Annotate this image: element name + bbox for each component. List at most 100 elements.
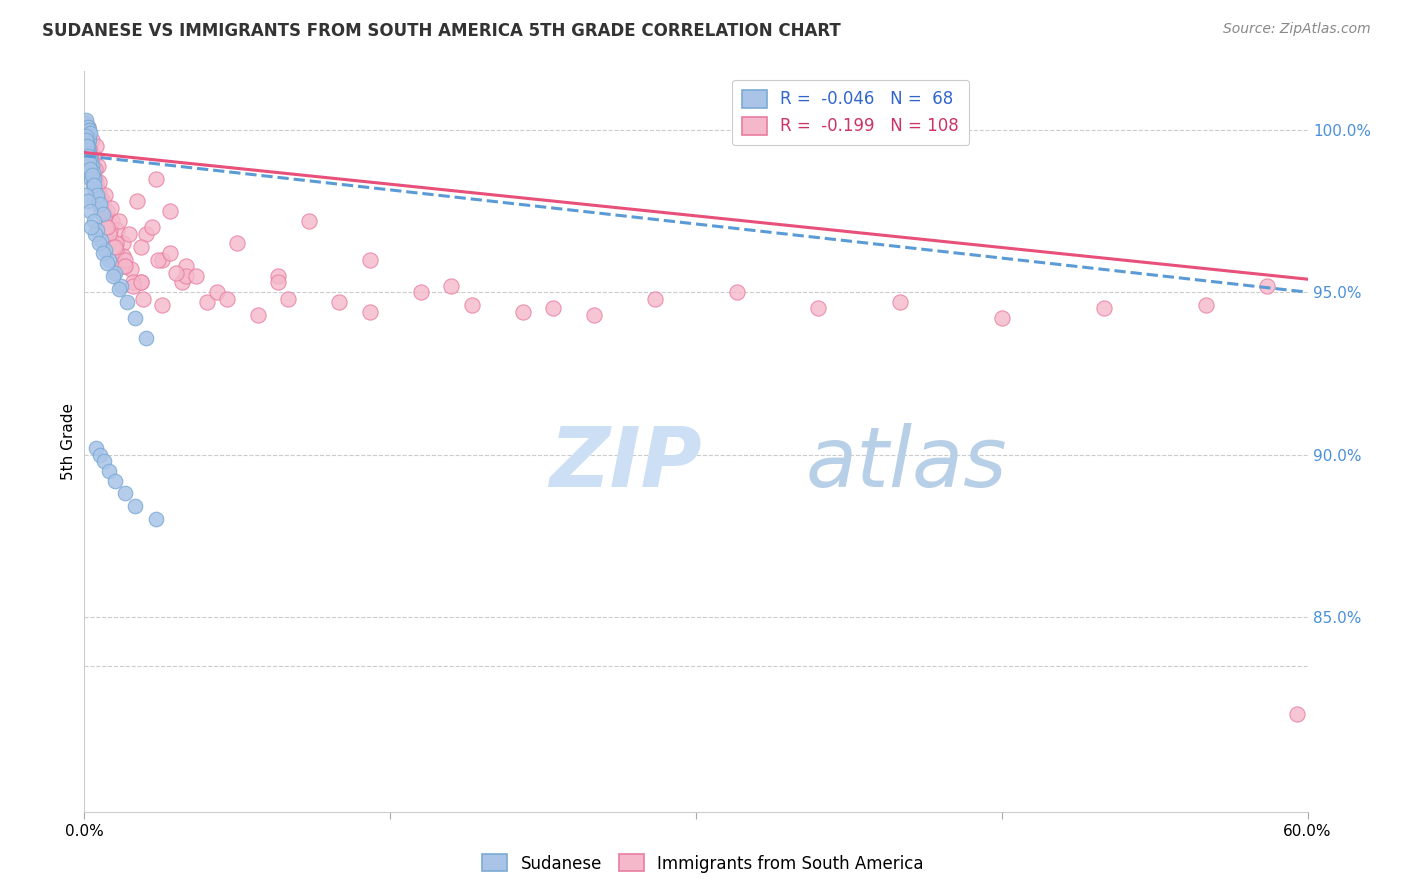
- Point: [93, 454, 115, 468]
- Point: [79, 204, 101, 219]
- Point: [79, 165, 101, 179]
- Point: [101, 268, 124, 283]
- Point: [82, 171, 104, 186]
- Point: [644, 292, 666, 306]
- Point: [112, 250, 135, 264]
- Point: [807, 301, 830, 316]
- Point: [77, 142, 100, 156]
- Point: [75, 116, 97, 130]
- Point: [83, 178, 105, 192]
- Point: [186, 268, 208, 283]
- Point: [89, 197, 111, 211]
- Point: [108, 213, 131, 227]
- Point: [93, 220, 115, 235]
- Point: [132, 292, 155, 306]
- Point: [131, 276, 153, 290]
- Point: [114, 486, 136, 500]
- Text: SUDANESE VS IMMIGRANTS FROM SOUTH AMERICA 5TH GRADE CORRELATION CHART: SUDANESE VS IMMIGRANTS FROM SOUTH AMERIC…: [42, 22, 841, 40]
- Point: [82, 132, 104, 146]
- Point: [725, 285, 748, 300]
- Point: [76, 126, 98, 140]
- Point: [82, 178, 104, 192]
- Text: atlas: atlas: [806, 423, 1008, 504]
- Point: [135, 227, 157, 241]
- Point: [83, 181, 105, 195]
- Point: [114, 259, 136, 273]
- Point: [108, 282, 131, 296]
- Point: [174, 268, 197, 283]
- Point: [145, 512, 167, 526]
- Point: [359, 304, 381, 318]
- Point: [75, 187, 97, 202]
- Point: [79, 132, 101, 146]
- Point: [145, 171, 167, 186]
- Point: [87, 236, 110, 251]
- Point: [98, 223, 121, 237]
- Point: [75, 116, 97, 130]
- Point: [83, 171, 105, 186]
- Point: [77, 120, 100, 134]
- Point: [76, 123, 98, 137]
- Point: [87, 185, 110, 199]
- Point: [91, 201, 114, 215]
- Point: [82, 161, 104, 176]
- Point: [124, 311, 146, 326]
- Point: [159, 246, 181, 260]
- Point: [83, 213, 105, 227]
- Point: [1195, 298, 1218, 312]
- Point: [76, 136, 98, 150]
- Point: [80, 220, 103, 235]
- Point: [84, 139, 107, 153]
- Point: [440, 278, 463, 293]
- Point: [77, 145, 100, 160]
- Point: [1286, 707, 1309, 722]
- Text: ZIP: ZIP: [550, 423, 702, 504]
- Point: [75, 123, 97, 137]
- Point: [217, 292, 239, 306]
- Point: [79, 136, 101, 150]
- Point: [298, 213, 321, 227]
- Point: [135, 331, 157, 345]
- Point: [165, 266, 187, 280]
- Point: [96, 256, 118, 270]
- Point: [79, 142, 101, 156]
- Point: [93, 187, 115, 202]
- Point: [90, 233, 112, 247]
- Point: [75, 132, 97, 146]
- Point: [80, 152, 103, 166]
- Point: [104, 474, 127, 488]
- Point: [76, 129, 98, 144]
- Point: [75, 139, 97, 153]
- Point: [79, 159, 101, 173]
- Point: [174, 259, 197, 273]
- Point: [83, 227, 105, 241]
- Point: [205, 285, 228, 300]
- Point: [76, 145, 98, 160]
- Point: [105, 223, 128, 237]
- Point: [991, 311, 1014, 326]
- Point: [77, 120, 100, 134]
- Point: [246, 308, 269, 322]
- Point: [79, 161, 101, 176]
- Point: [150, 298, 173, 312]
- Point: [87, 197, 110, 211]
- Point: [543, 301, 565, 316]
- Point: [100, 201, 122, 215]
- Point: [122, 276, 145, 290]
- Point: [84, 171, 107, 186]
- Point: [111, 259, 134, 273]
- Point: [89, 448, 111, 462]
- Point: [409, 285, 432, 300]
- Point: [104, 266, 127, 280]
- Point: [84, 441, 107, 455]
- Point: [267, 268, 290, 283]
- Point: [97, 464, 120, 478]
- Point: [86, 181, 108, 195]
- Point: [97, 252, 120, 267]
- Point: [90, 204, 112, 219]
- Point: [80, 159, 103, 173]
- Point: [91, 246, 114, 260]
- Point: [79, 149, 101, 163]
- Point: [127, 194, 149, 209]
- Point: [112, 259, 135, 273]
